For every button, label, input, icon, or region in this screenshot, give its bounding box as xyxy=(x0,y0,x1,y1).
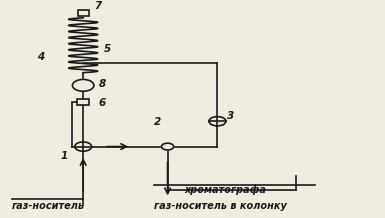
Circle shape xyxy=(209,117,226,126)
Circle shape xyxy=(75,142,92,151)
Circle shape xyxy=(72,79,94,91)
Text: 6: 6 xyxy=(99,99,106,109)
Text: хроматографа: хроматографа xyxy=(185,184,267,195)
Circle shape xyxy=(161,143,174,150)
Text: 7: 7 xyxy=(95,1,102,11)
Bar xyxy=(78,10,89,16)
Text: 8: 8 xyxy=(99,80,106,89)
Text: газ-носитель в колонку: газ-носитель в колонку xyxy=(154,201,287,211)
Text: 4: 4 xyxy=(37,52,44,62)
Text: 5: 5 xyxy=(104,44,112,54)
Text: 3: 3 xyxy=(227,111,234,121)
Text: 2: 2 xyxy=(154,118,161,128)
Text: 1: 1 xyxy=(60,151,67,161)
Text: газ-носитель: газ-носитель xyxy=(12,201,85,211)
Bar xyxy=(77,99,89,106)
